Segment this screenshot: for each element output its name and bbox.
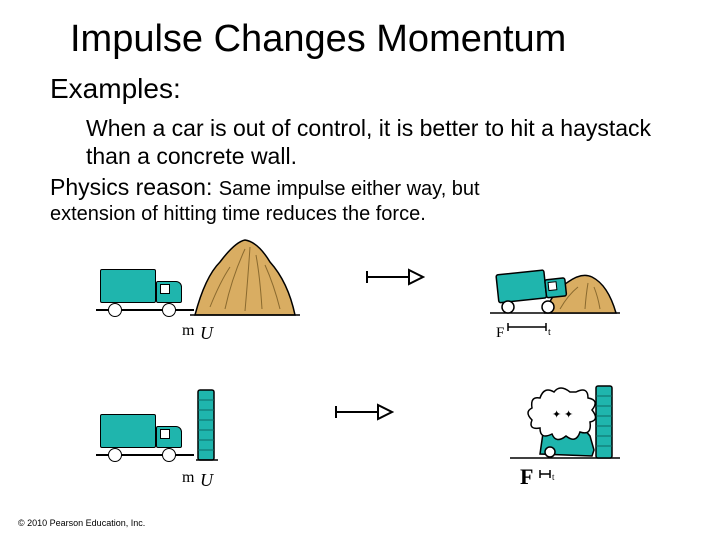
haystack-icon — [190, 237, 300, 317]
svg-text:F: F — [496, 325, 504, 341]
physics-label: Physics reason: — [50, 174, 212, 200]
svg-text:F: F — [520, 464, 533, 489]
diagram-row-haystack — [100, 237, 620, 317]
crash-icon: ✦ ✦ — [510, 362, 620, 462]
svg-text:U: U — [200, 323, 214, 343]
svg-text:m: m — [182, 322, 195, 339]
labels-row-1: m U F t — [100, 319, 620, 348]
physics-reason-part1: Same impulse either way, but — [219, 178, 480, 200]
physics-reason-part2: extension of hitting time reduces the fo… — [50, 202, 670, 227]
examples-heading: Examples: — [50, 73, 670, 105]
physics-reason-line: Physics reason: Same impulse either way,… — [50, 174, 670, 202]
truck-in-hay-icon — [490, 257, 620, 317]
svg-text:✦ ✦: ✦ ✦ — [552, 409, 573, 421]
truck-icon-2 — [100, 412, 190, 462]
mv-label-2: m U — [100, 466, 300, 495]
wall-icon — [196, 388, 218, 462]
arrow-icon-2 — [334, 398, 394, 426]
example-text: When a car is out of control, it is bett… — [50, 115, 670, 170]
truck-icon — [100, 267, 190, 317]
ft-short-label: F t — [510, 464, 620, 495]
copyright-text: © 2010 Pearson Education, Inc. — [18, 518, 145, 528]
svg-text:t: t — [552, 472, 555, 482]
arrow-icon — [365, 263, 425, 291]
slide-container: Impulse Changes Momentum Examples: When … — [0, 0, 720, 495]
ft-long-label: F t — [490, 321, 620, 348]
page-title: Impulse Changes Momentum — [50, 18, 670, 61]
mv-label-1: m U — [100, 319, 300, 348]
diagram-area: m U F t — [50, 237, 670, 495]
diagram-row-wall: ✦ ✦ — [100, 362, 620, 462]
svg-text:U: U — [200, 470, 214, 490]
svg-text:m: m — [182, 469, 195, 486]
labels-row-2: m U F t — [100, 464, 620, 495]
svg-text:t: t — [548, 327, 551, 338]
